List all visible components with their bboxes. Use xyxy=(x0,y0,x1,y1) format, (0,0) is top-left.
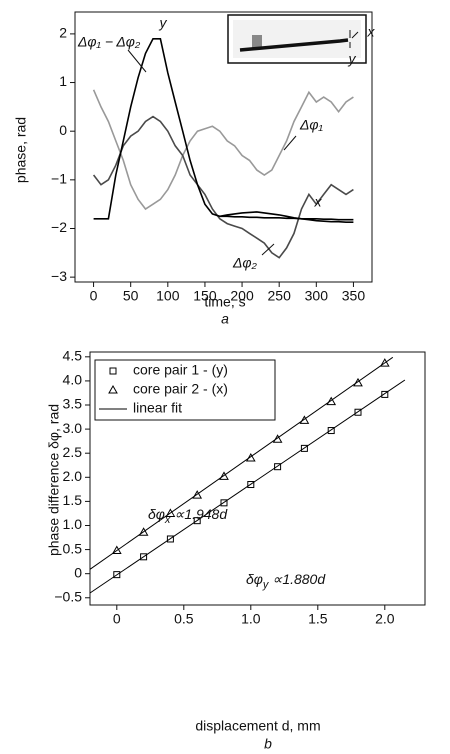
series-label: x xyxy=(314,194,323,210)
x-tick-label: 250 xyxy=(268,288,292,304)
legend-box xyxy=(94,359,276,421)
x-tick-label: 1.5 xyxy=(308,611,328,627)
y-tick-label: 1.5 xyxy=(63,492,83,508)
y-tick-label: −2 xyxy=(51,219,67,235)
plot-frame xyxy=(89,351,426,606)
marker-triangle xyxy=(326,396,337,406)
x-tick-label: 50 xyxy=(123,288,139,304)
panel-label: b xyxy=(264,736,272,752)
x-tick-label: 2.0 xyxy=(375,611,395,627)
fit-annotation: δφx ∝1.948d xyxy=(148,506,228,526)
x-axis-label: time, s xyxy=(204,294,245,310)
y-tick-label: 0 xyxy=(59,122,67,138)
x-tick-label: 0 xyxy=(113,611,121,627)
inset-fiber xyxy=(239,38,349,52)
y-tick-label: 4.0 xyxy=(63,372,83,388)
x-tick-label: 350 xyxy=(342,288,366,304)
x-tick-label: 0.5 xyxy=(174,611,194,627)
y-tick-label: 1.0 xyxy=(63,516,83,532)
annotation: y xyxy=(159,15,168,31)
fit-line xyxy=(89,356,394,570)
annotation-sub: y xyxy=(262,579,270,591)
plot-frame xyxy=(74,11,373,283)
legend-label: core pair 1 - (y) xyxy=(133,362,228,378)
x-axis-label: displacement d, mm xyxy=(195,718,320,734)
y-tick-label: −0.5 xyxy=(54,588,82,604)
y-tick-label: 2 xyxy=(59,25,67,41)
y-tick-label: 4.5 xyxy=(63,348,83,364)
annotation: y xyxy=(348,51,357,67)
y-tick-label: 0 xyxy=(74,564,82,580)
legend-label: linear fit xyxy=(133,400,182,416)
x-tick-label: 1.0 xyxy=(241,611,261,627)
series-label: Δφ₁ xyxy=(299,117,324,133)
y-tick-label: 1 xyxy=(59,73,67,89)
series-label: Δφ₂ xyxy=(232,255,258,271)
marker-square xyxy=(381,390,389,398)
legend-marker xyxy=(108,384,118,394)
series-line xyxy=(219,211,354,223)
series-line xyxy=(92,115,354,259)
y-tick-label: 0.5 xyxy=(63,540,83,556)
x-tick-label: 100 xyxy=(156,288,180,304)
marker-triangle xyxy=(272,434,283,443)
marker-triangle xyxy=(353,377,363,387)
marker-triangle xyxy=(299,415,310,424)
inset-block xyxy=(252,35,262,49)
y-tick-label: 3.0 xyxy=(63,420,83,436)
marker-square xyxy=(327,427,335,435)
annotation-rest: ∝1.880d xyxy=(268,571,326,587)
annotation: x xyxy=(367,24,376,40)
x-tick-label: 150 xyxy=(193,288,217,304)
x-tick-label: 300 xyxy=(305,288,329,304)
x-tick-label: 0 xyxy=(90,288,98,304)
label-arrow xyxy=(127,49,147,73)
annotation-main: δφ xyxy=(246,571,263,587)
y-tick-label: 2.0 xyxy=(63,468,83,484)
legend-label: core pair 2 - (x) xyxy=(133,381,228,397)
y-tick-label: −1 xyxy=(51,171,67,187)
inset xyxy=(227,14,367,64)
y-tick-label: −3 xyxy=(51,268,67,284)
legend-marker xyxy=(109,367,117,375)
panel-label: a xyxy=(221,311,229,327)
label-arrow xyxy=(283,135,297,151)
x-tick-label: 200 xyxy=(230,288,254,304)
annotation-sub: x xyxy=(164,514,171,526)
series-label: Δφ₁ − Δφ₂ xyxy=(77,34,141,50)
y-tick-label: 2.5 xyxy=(63,444,83,460)
fit-annotation: δφy ∝1.880d xyxy=(246,571,326,591)
series-line xyxy=(92,89,354,211)
y-tick-label: 3.5 xyxy=(63,396,83,412)
annotation-rest: ∝1.948d xyxy=(170,506,228,522)
label-arrow xyxy=(261,243,275,256)
annotation-main: δφ xyxy=(148,506,165,522)
fit-line xyxy=(89,379,406,594)
inset-arrow xyxy=(351,31,359,39)
y-axis-label: phase difference δφ, rad xyxy=(46,404,62,556)
y-axis-label: phase, rad xyxy=(13,117,29,183)
